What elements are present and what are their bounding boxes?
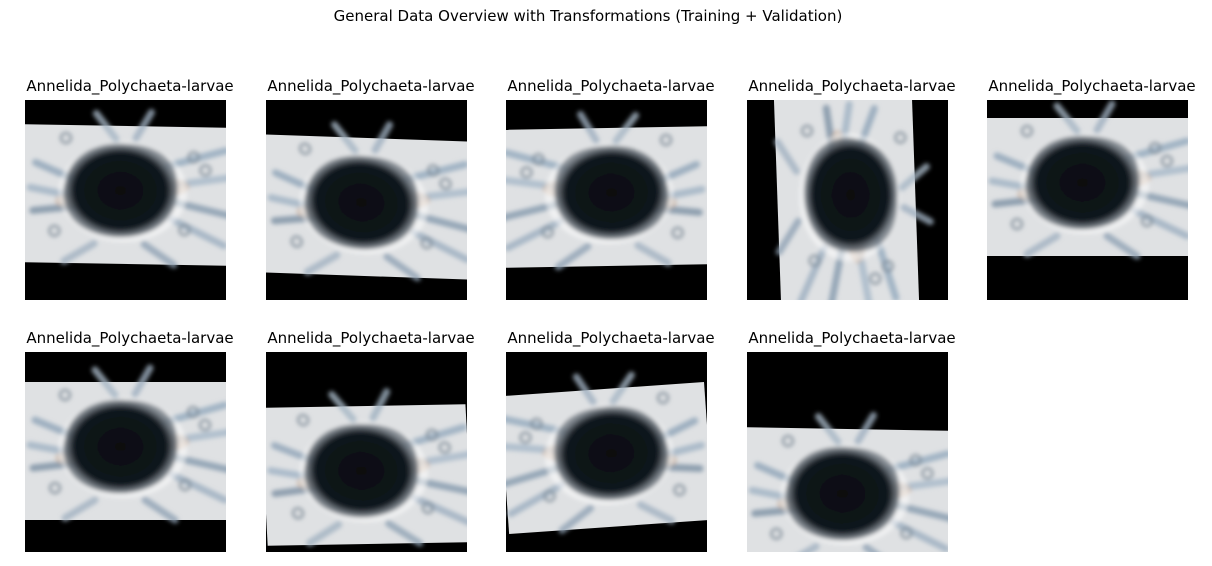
sample-label: Annelida_Polychaeta-larvae xyxy=(10,328,250,348)
sample-cell: Annelida_Polychaeta-larvae xyxy=(491,328,731,348)
sample-label: Annelida_Polychaeta-larvae xyxy=(732,76,972,96)
sample-image xyxy=(747,352,948,552)
sample-cell: Annelida_Polychaeta-larvae xyxy=(251,76,491,96)
sample-label: Annelida_Polychaeta-larvae xyxy=(972,76,1212,96)
sample-image xyxy=(266,352,467,552)
sample-label: Annelida_Polychaeta-larvae xyxy=(10,76,250,96)
sample-image xyxy=(506,352,707,552)
sample-cell: Annelida_Polychaeta-larvae xyxy=(491,76,731,96)
sample-image xyxy=(25,100,226,300)
figure-title: General Data Overview with Transformatio… xyxy=(0,7,1176,25)
sample-label: Annelida_Polychaeta-larvae xyxy=(251,328,491,348)
sample-image xyxy=(25,352,226,552)
sample-cell: Annelida_Polychaeta-larvae xyxy=(251,328,491,348)
sample-label: Annelida_Polychaeta-larvae xyxy=(251,76,491,96)
sample-image xyxy=(987,100,1188,300)
sample-label: Annelida_Polychaeta-larvae xyxy=(491,328,731,348)
sample-label: Annelida_Polychaeta-larvae xyxy=(732,328,972,348)
sample-cell: Annelida_Polychaeta-larvae xyxy=(10,328,250,348)
sample-image xyxy=(266,100,467,300)
sample-cell: Annelida_Polychaeta-larvae xyxy=(10,76,250,96)
sample-cell: Annelida_Polychaeta-larvae xyxy=(972,76,1212,96)
sample-image xyxy=(506,100,707,300)
sample-cell: Annelida_Polychaeta-larvae xyxy=(732,76,972,96)
sample-image xyxy=(747,100,948,300)
sample-cell: Annelida_Polychaeta-larvae xyxy=(732,328,972,348)
sample-label: Annelida_Polychaeta-larvae xyxy=(491,76,731,96)
